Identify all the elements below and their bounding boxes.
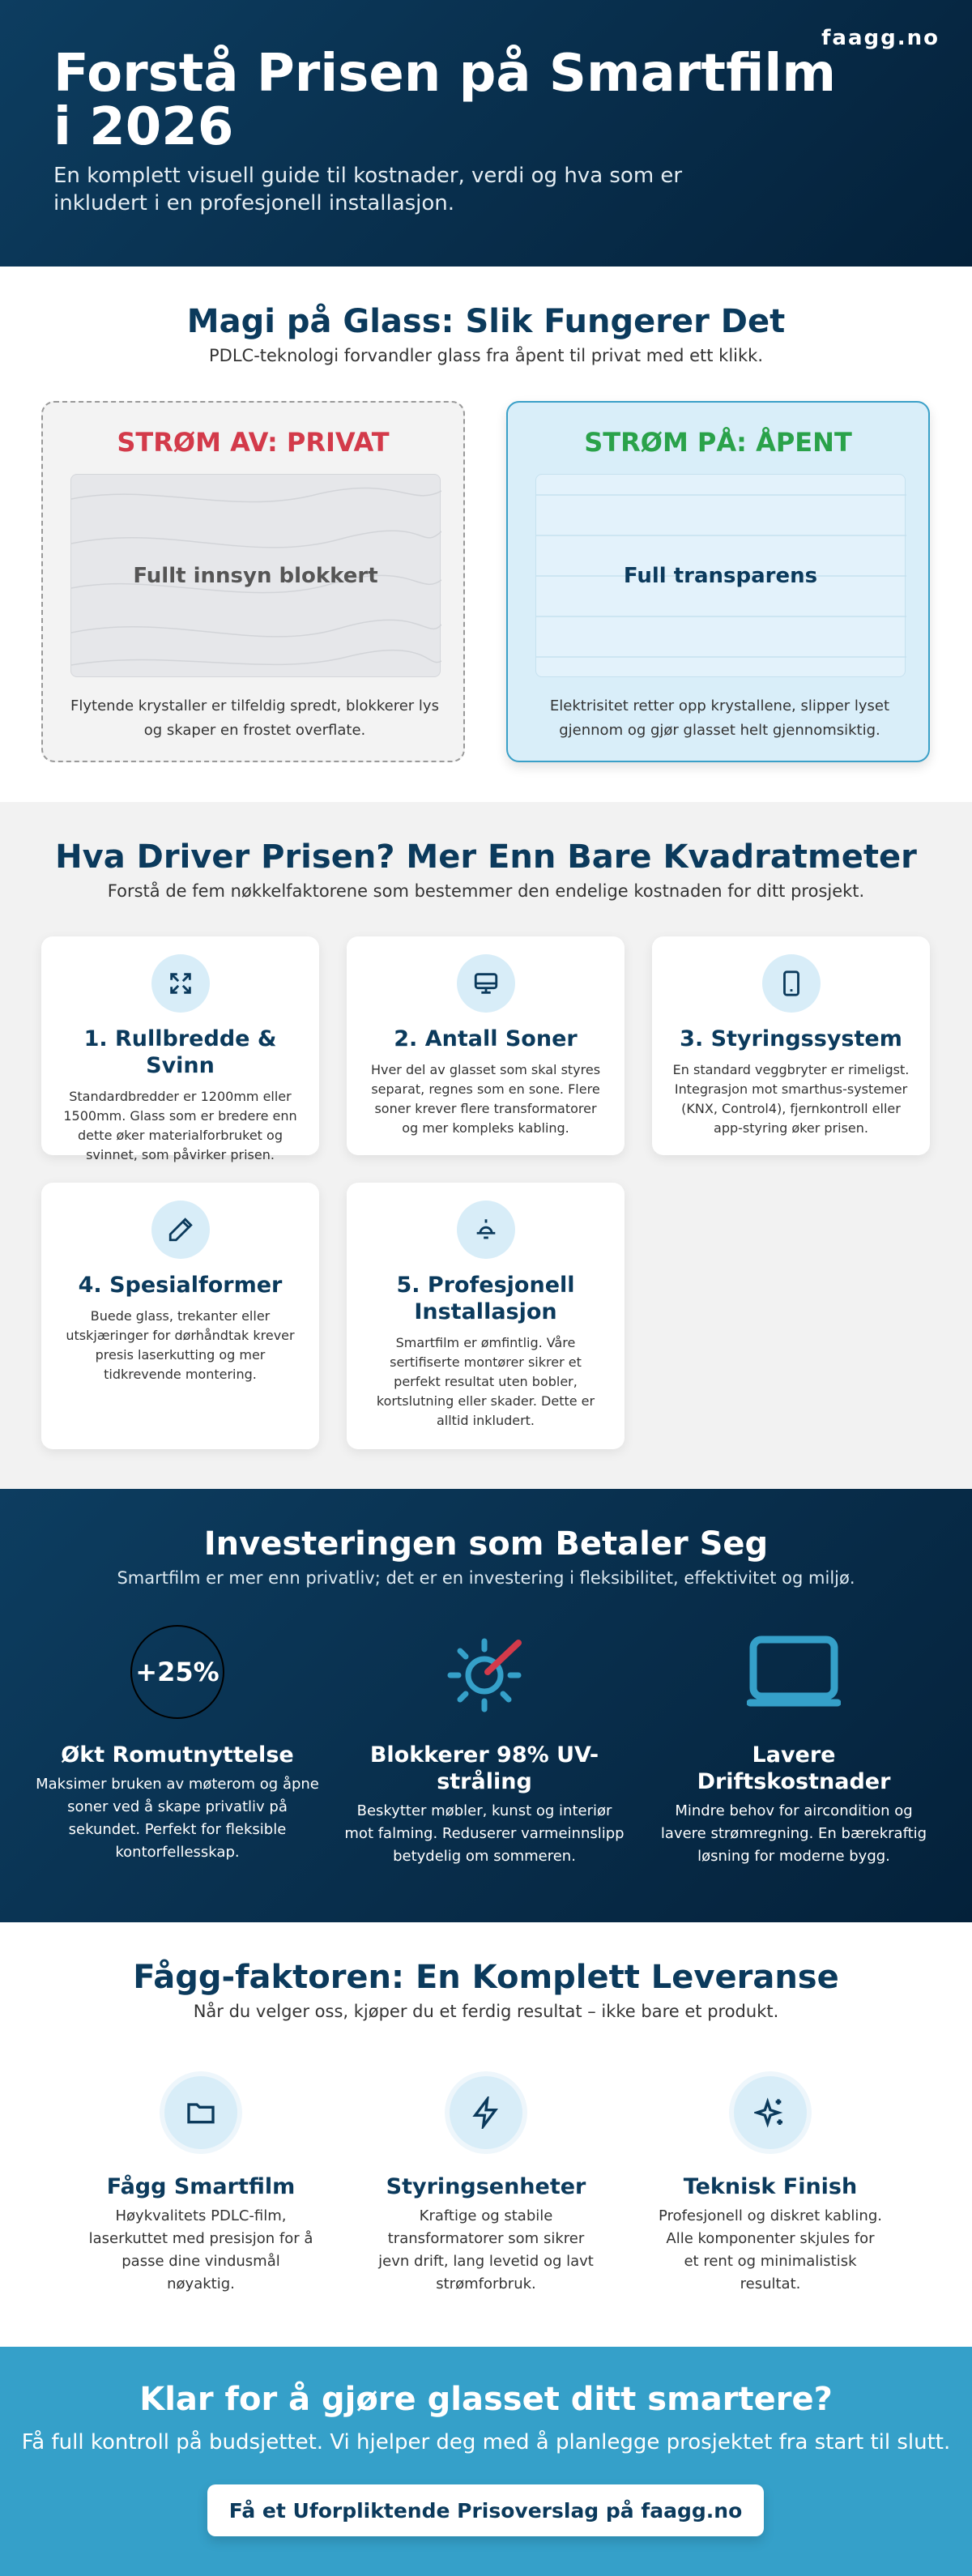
benefit-title: Lavere Driftskostnader bbox=[697, 1742, 891, 1794]
item-text: Profesjonell og diskret kabling. Alle ko… bbox=[659, 2207, 882, 2292]
item-title: Styringsenheter bbox=[386, 2174, 586, 2199]
factor-icon bbox=[761, 954, 821, 1013]
factor-title: 3. Styringssystem bbox=[680, 1026, 902, 1051]
benefit-text: Maksimer bruken av møterom og åpne soner… bbox=[36, 1776, 319, 1861]
benefit: +25% Økt Romutnyttelse Maksimer bruken a… bbox=[36, 1625, 319, 1864]
item-text: Kraftige og stabile transformatorer som … bbox=[378, 2207, 594, 2292]
factor-card: 3. Styringssystem En standard veggbryter… bbox=[652, 936, 930, 1155]
page-title: Forstå Prisen på Smartfilm i 2026 bbox=[53, 44, 837, 157]
section-title: Fågg-faktoren: En Komplett Leveranse bbox=[133, 1959, 839, 1996]
glass-frosted: Fullt innsyn blokkert bbox=[70, 474, 441, 677]
factor-card: 4. Spesialformer Buede glass, trekanter … bbox=[41, 1183, 319, 1449]
factor-title: 5. Profesjonell Installasjon bbox=[396, 1273, 575, 1324]
frost-pattern bbox=[71, 487, 441, 666]
benefit-text: Mindre behov for aircondition og lavere … bbox=[660, 1802, 927, 1865]
brand: faagg.no bbox=[821, 26, 940, 50]
state-description: Elektrisitet retter opp krystallene, sli… bbox=[549, 697, 890, 739]
benefit-title: Blokkerer 98% UV-stråling bbox=[369, 1742, 599, 1794]
factor-icon bbox=[456, 1201, 515, 1259]
section-subtitle: PDLC-teknologi forvandler glass fra åpen… bbox=[209, 346, 763, 365]
call-to-action: Klar for å gjøre glasset ditt smartere? … bbox=[0, 2347, 972, 2576]
cost-icon bbox=[747, 1636, 841, 1707]
section-subtitle: Smartfilm er mer enn privatliv; det er e… bbox=[117, 1568, 855, 1588]
clear-pattern bbox=[536, 494, 906, 658]
factor-text: Buede glass, trekanter eller utskjæringe… bbox=[66, 1308, 295, 1382]
item-title: Fågg Smartfilm bbox=[106, 2174, 296, 2199]
item-text: Høykvalitets PDLC-film, laserkuttet med … bbox=[88, 2207, 313, 2292]
factor-icon bbox=[456, 954, 515, 1013]
section-subtitle: Forstå de fem nøkkelfaktorene som bestem… bbox=[107, 881, 865, 901]
factor-title: 4. Spesialformer bbox=[78, 1273, 283, 1298]
item-title: Teknisk Finish bbox=[683, 2174, 858, 2199]
factor-title: 1. Rullbredde & Svinn bbox=[83, 1026, 277, 1078]
glass-clear: Full transparens bbox=[535, 474, 906, 677]
page-subtitle: En komplett visuell guide til kostnader,… bbox=[53, 164, 683, 215]
factor-title: 2. Antall Soner bbox=[394, 1026, 578, 1051]
factor-icon bbox=[151, 1201, 210, 1259]
state-label: STRØM PÅ: ÅPENT bbox=[584, 427, 852, 458]
investment: Investeringen som Betaler Seg Smartfilm … bbox=[0, 1489, 972, 1922]
delivery: Fågg-faktoren: En Komplett Leveranse Når… bbox=[0, 1922, 972, 2347]
state-card: STRØM PÅ: ÅPENT Full transparens Elektri… bbox=[506, 401, 930, 762]
benefit-title: Økt Romutnyttelse bbox=[61, 1742, 294, 1768]
benefit: Lavere Driftskostnader Mindre behov for … bbox=[652, 1625, 936, 1868]
state-description: Flytende krystaller er tilfeldig spredt,… bbox=[70, 697, 439, 739]
cta-button[interactable]: Få et Uforpliktende Prisoverslag på faag… bbox=[207, 2484, 764, 2536]
item-icon bbox=[164, 2076, 237, 2149]
section-title: Hva Driver Prisen? Mer Enn Bare Kvadratm… bbox=[55, 838, 917, 876]
factor-card: 2. Antall Soner Hver del av glasset som … bbox=[347, 936, 625, 1155]
cta-subtitle: Få full kontroll på budsjettet. Vi hjelp… bbox=[21, 2430, 951, 2454]
factor-icon bbox=[151, 954, 210, 1013]
state-label: STRØM AV: PRIVAT bbox=[117, 427, 390, 458]
benefit-text: Beskytter møbler, kunst og interiør mot … bbox=[344, 1802, 625, 1865]
how-it-works: Magi på Glass: Slik Fungerer Det PDLC-te… bbox=[0, 267, 972, 802]
glass-text: Fullt innsyn blokkert bbox=[133, 563, 378, 588]
header: faagg.no Forstå Prisen på Smartfilm i 20… bbox=[0, 0, 972, 267]
factor-card: 5. Profesjonell Installasjon Smartfilm e… bbox=[347, 1183, 625, 1449]
delivery-item: Styringsenheter Kraftige og stabile tran… bbox=[373, 2076, 599, 2296]
section-subtitle: Når du velger oss, kjøper du et ferdig r… bbox=[193, 2002, 779, 2021]
item-icon bbox=[450, 2076, 522, 2149]
benefit-stat: +25% bbox=[130, 1625, 224, 1719]
delivery-item: Teknisk Finish Profesjonell og diskret k… bbox=[657, 2076, 884, 2296]
factor-text: En standard veggbryter er rimeligst. Int… bbox=[672, 1062, 910, 1136]
section-title: Investeringen som Betaler Seg bbox=[203, 1525, 769, 1563]
item-icon bbox=[734, 2076, 807, 2149]
factor-text: Hver del av glasset som skal styres sepa… bbox=[370, 1062, 601, 1136]
benefit: Blokkerer 98% UV-stråling Beskytter møbl… bbox=[343, 1625, 626, 1868]
uv-icon bbox=[447, 1638, 522, 1712]
glass-text: Full transparens bbox=[623, 563, 818, 588]
factor-text: Standardbredder er 1200mm eller 1500mm. … bbox=[63, 1089, 297, 1162]
cta-title: Klar for å gjøre glasset ditt smartere? bbox=[139, 2381, 833, 2418]
section-title: Magi på Glass: Slik Fungerer Det bbox=[186, 303, 786, 340]
price-drivers: Hva Driver Prisen? Mer Enn Bare Kvadratm… bbox=[0, 802, 972, 1489]
delivery-item: Fågg Smartfilm Høykvalitets PDLC-film, l… bbox=[87, 2076, 314, 2296]
factor-text: Smartfilm er ømfintlig. Våre sertifisert… bbox=[376, 1335, 595, 1428]
state-card: STRØM AV: PRIVAT Fullt innsyn blokkert F… bbox=[41, 401, 465, 762]
factor-card: 1. Rullbredde & Svinn Standardbredder er… bbox=[41, 936, 319, 1162]
